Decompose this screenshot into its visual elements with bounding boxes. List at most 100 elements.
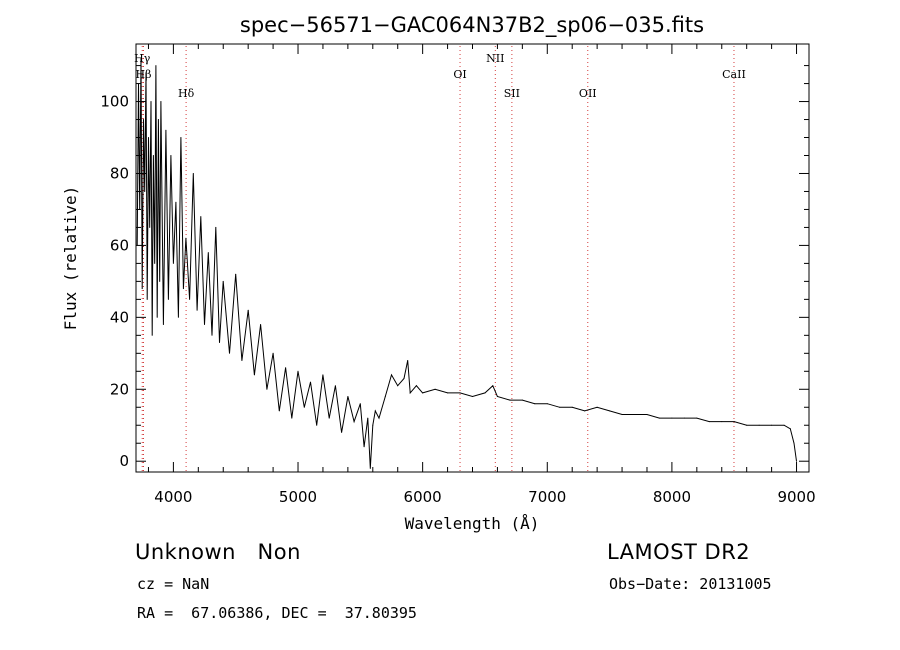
data-point	[148, 137, 149, 138]
y-tick-label: 100	[100, 93, 129, 111]
spectrum-series	[136, 57, 797, 469]
marker-label-3: OI	[453, 68, 466, 81]
data-point	[384, 396, 386, 397]
y-axis: 0 20 40 60 80 100	[100, 65, 809, 470]
data-point	[789, 428, 791, 430]
x-tick-label: 5000	[279, 488, 317, 506]
marker-label-7: CaII	[722, 68, 746, 81]
data-point	[447, 392, 449, 394]
data-point	[415, 385, 417, 387]
data-point	[353, 421, 355, 423]
data-point	[696, 417, 698, 419]
y-tick-label: 80	[110, 164, 129, 182]
marker-label-4: NII	[486, 52, 504, 65]
data-point	[207, 252, 209, 254]
plot-frame	[135, 43, 810, 473]
data-point	[359, 403, 361, 405]
data-point	[378, 417, 380, 419]
data-point	[235, 273, 237, 275]
data-point	[204, 324, 205, 325]
y-tick-label: 0	[119, 452, 129, 470]
data-point	[793, 442, 795, 444]
data-point	[409, 392, 411, 394]
data-point	[180, 137, 182, 138]
data-point	[241, 360, 243, 361]
data-point	[182, 288, 184, 290]
data-point	[658, 417, 660, 419]
marker-label-2: Hδ	[178, 87, 195, 100]
y-axis-label: Flux (relative)	[61, 186, 80, 331]
data-point	[172, 262, 174, 264]
coordinates: RA = 67.06386, DEC = 37.80395	[137, 604, 417, 622]
data-point	[157, 119, 159, 120]
data-point	[721, 421, 723, 423]
data-point	[492, 385, 494, 387]
data-point	[397, 385, 399, 387]
data-point	[484, 392, 486, 394]
data-point	[247, 309, 249, 311]
data-point	[328, 417, 330, 419]
data-point	[374, 410, 376, 412]
data-point	[170, 155, 172, 156]
data-point	[472, 396, 473, 397]
marker-label-0: Hγ	[134, 52, 151, 65]
data-point	[160, 101, 162, 102]
data-point	[509, 399, 511, 401]
data-point	[363, 446, 365, 448]
data-point	[534, 403, 536, 405]
data-point	[145, 72, 147, 74]
x-tick-label: 9000	[777, 488, 815, 506]
data-point	[141, 288, 143, 290]
data-point	[671, 417, 673, 419]
data-point	[154, 262, 156, 264]
data-point	[200, 216, 202, 218]
data-point	[266, 388, 268, 390]
data-point	[367, 417, 369, 419]
data-point	[708, 421, 710, 423]
data-point	[155, 65, 157, 67]
chart-title: spec−56571−GAC064N37B2_sp06−035.fits	[240, 13, 704, 38]
data-point	[372, 424, 374, 426]
data-point	[278, 410, 280, 412]
data-point	[196, 309, 198, 311]
x-tick-label: 8000	[653, 488, 691, 506]
data-point	[291, 417, 293, 419]
data-point	[310, 381, 311, 383]
data-point	[144, 191, 146, 192]
data-point	[596, 406, 598, 408]
data-point	[185, 237, 187, 239]
data-point	[571, 406, 573, 408]
data-point	[334, 385, 336, 387]
survey-name: LAMOST DR2	[607, 540, 751, 564]
data-point	[783, 424, 785, 426]
data-point	[341, 431, 343, 433]
data-point	[303, 406, 305, 408]
data-point	[192, 173, 194, 174]
marker-label-1: Hβ	[136, 68, 152, 81]
x-axis: 4000 5000 6000 7000 8000 9000	[147, 44, 816, 506]
data-point	[407, 360, 409, 361]
data-point	[634, 414, 635, 415]
data-point	[285, 367, 287, 369]
x-tick-label: 7000	[528, 488, 566, 506]
data-point	[347, 396, 349, 397]
data-point	[546, 403, 548, 405]
data-point	[165, 129, 167, 131]
data-point	[253, 374, 255, 376]
data-point	[559, 406, 561, 408]
data-point	[322, 374, 324, 376]
data-point	[175, 201, 177, 203]
x-axis-label: Wavelength (Å)	[405, 514, 540, 533]
data-point	[219, 342, 220, 343]
data-point	[459, 392, 461, 394]
data-point	[434, 388, 436, 390]
data-point	[272, 352, 274, 354]
y-tick-label: 20	[110, 380, 129, 398]
data-point	[159, 280, 161, 282]
data-point	[733, 421, 735, 423]
data-point	[140, 57, 142, 59]
data-point	[297, 370, 299, 372]
data-point	[260, 324, 262, 325]
data-point	[143, 119, 144, 120]
data-point	[222, 280, 224, 282]
